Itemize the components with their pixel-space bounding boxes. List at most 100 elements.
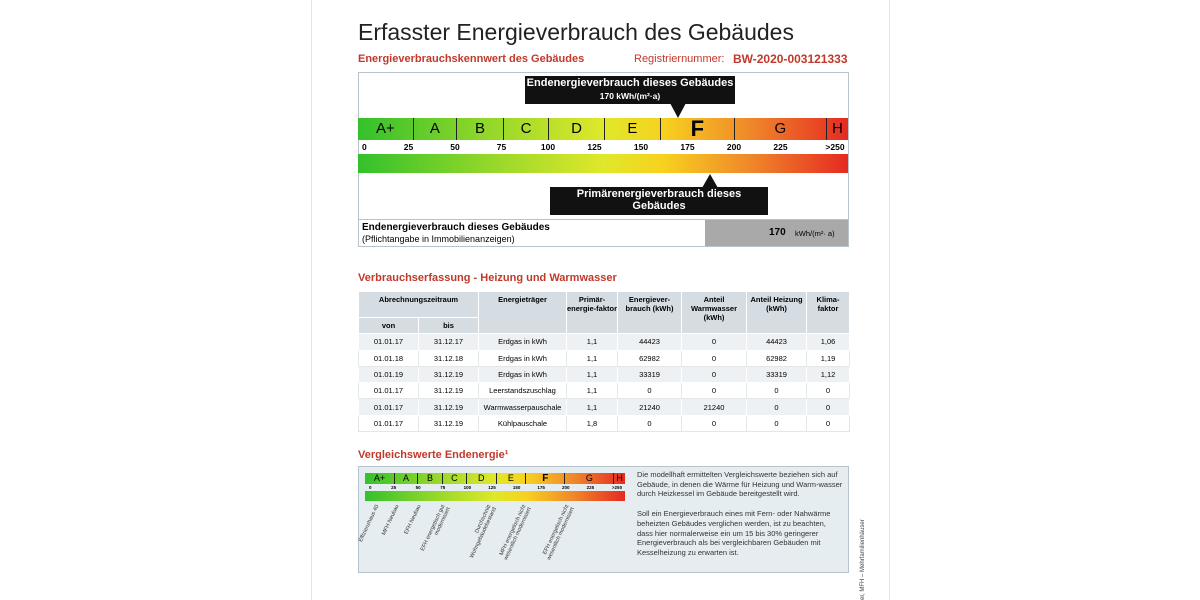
energy-class: H <box>825 118 848 140</box>
pointer <box>670 103 686 118</box>
scale-label: 200 <box>726 142 742 152</box>
cell: 44423 <box>617 333 682 351</box>
scale-label: 150 <box>512 485 521 490</box>
header-cell: bis <box>418 316 479 335</box>
cell: 62982 <box>617 349 682 367</box>
cell: Warmwasserpauschale <box>478 398 567 416</box>
cell: 01.01.19 <box>358 365 419 384</box>
registration-number: BW-2020-003121333 <box>733 52 848 66</box>
cell: 1,12 <box>806 365 850 384</box>
summary-value: 170 <box>769 227 786 238</box>
header-cell: Energiever-brauch (kWh) <box>617 290 682 335</box>
marker-label: EFH energetisch gut modernisiert <box>419 504 452 552</box>
cell: 0 <box>806 382 850 400</box>
gradient-bar <box>358 154 848 173</box>
cell: Erdgas in kWh <box>478 333 567 351</box>
scale-label: 125 <box>488 485 496 490</box>
header-cell: Anteil Heizung (kWh) <box>746 290 807 335</box>
cell: 1,1 <box>566 382 618 400</box>
scale-label: 150 <box>633 142 649 152</box>
cell: 21240 <box>681 398 747 416</box>
cell: 01.01.17 <box>358 333 419 351</box>
summary-label: Endenergieverbrauch dieses Gebäudes <box>362 222 550 233</box>
cell: 31.12.19 <box>418 414 479 433</box>
scale-label: 25 <box>391 485 397 490</box>
mini-class-bar: A+ A B C D E F G H <box>365 473 625 484</box>
table-row: 01.01.17 31.12.19 Warmwasserpauschale 1,1 21… <box>358 398 850 416</box>
summary-value-box <box>705 220 848 246</box>
cell: 44423 <box>746 333 807 351</box>
cell: 21240 <box>617 398 682 416</box>
cell: 1,1 <box>566 349 618 367</box>
scale-label: 75 <box>440 485 446 490</box>
table-row: 01.01.17 31.12.19 Kühlpauschale 1,8 0 0 0 0 <box>358 414 850 433</box>
scale-label: 125 <box>587 142 602 152</box>
marker-label: Durchschnitt Wohngebäudebestand <box>469 504 498 560</box>
cell: 33319 <box>617 365 682 384</box>
cell: Erdgas in kWh <box>478 365 567 384</box>
subtitle: Energieverbrauchskennwert des Gebäudes <box>358 53 585 65</box>
scale-label: 50 <box>415 485 421 490</box>
scale-labels: 0 25 50 75 100 125 150 175 200 225 >250 <box>358 142 848 153</box>
scale-label: 50 <box>450 142 460 152</box>
cell: 01.01.17 <box>358 414 419 433</box>
mini-gradient <box>365 491 625 501</box>
energy-class: B <box>456 118 503 140</box>
cell: 01.01.18 <box>358 349 419 367</box>
registration-label: Registriernummer: <box>634 53 725 65</box>
title: Erfasster Energieverbrauch des Gebäudes <box>358 19 794 45</box>
sheet <box>311 0 890 600</box>
header-cell: Abrechnungszeitraum <box>358 291 479 318</box>
cell: Leerstandszuschlag <box>478 382 567 400</box>
comparison-text: Die modellhaft ermittelten Vergleichswer… <box>637 470 843 558</box>
cell: 31.12.18 <box>418 349 479 367</box>
cell: 1,1 <box>566 398 618 416</box>
scale-label: 225 <box>586 485 595 490</box>
paragraph: Soll ein Energieverbrauch eines mit Fern… <box>637 509 831 557</box>
energy-class: F <box>525 473 564 484</box>
cell: 0 <box>681 414 747 433</box>
scale-label: 175 <box>680 142 695 152</box>
cell: Erdgas in kWh <box>478 349 567 367</box>
energy-class: G <box>733 118 826 140</box>
cell: 01.01.17 <box>358 382 419 400</box>
mini-scale-labels: 0 25 50 75 100 125 150 175 200 225 >250 <box>365 485 625 491</box>
cell: 0 <box>681 349 747 367</box>
energy-class: B <box>417 473 442 484</box>
cell: 1,1 <box>566 333 618 351</box>
energy-class: F <box>659 118 734 140</box>
header-cell: Klima-faktor <box>806 290 850 335</box>
energy-class: G <box>564 473 613 484</box>
consumption-table: Abrechnungszeitraum Energieträger Primär… <box>358 290 850 433</box>
callout-value: 170 kWh/(m²·a) <box>599 91 661 101</box>
markers: Effizienzhaus 40 MFH Neubau EFH Neubau EFH … <box>358 502 625 568</box>
cell: 33319 <box>746 365 807 384</box>
cell: 0 <box>806 414 850 433</box>
energy-class: D <box>548 118 604 140</box>
energy-class: A+ <box>373 473 386 483</box>
energy-class: D <box>465 473 496 484</box>
cell: 1,19 <box>806 349 850 367</box>
cell: Kühlpauschale <box>478 414 567 433</box>
marker-label: EFH energetisch nicht wesentlich moderni… <box>542 504 576 562</box>
callout-label: Primärenergieverbrauch dieses Gebäudes <box>576 188 742 212</box>
cell: 0 <box>681 333 747 351</box>
energy-class: A <box>394 473 417 484</box>
cell: 31.12.19 <box>418 398 479 416</box>
header-cell: Energieträger <box>478 290 567 335</box>
cell: 31.12.17 <box>418 333 479 351</box>
footnote: er, MFH – Mehrfamilienhäuser <box>860 519 866 600</box>
pointer <box>702 174 718 188</box>
cell: 0 <box>746 414 807 433</box>
cell: 0 <box>617 414 682 433</box>
cell: 1,1 <box>566 365 618 384</box>
scale-label: 175 <box>537 485 545 490</box>
divider <box>358 219 848 220</box>
scale-label: 0 <box>369 485 372 490</box>
scale-label: 100 <box>540 142 556 152</box>
scale-label: 225 <box>773 142 788 152</box>
cell: 0 <box>746 382 807 400</box>
scale-label: >250 <box>825 142 845 152</box>
table-body: 01.01.17 31.12.17 Erdgas in kWh 1,1 44423 0 44… <box>358 333 850 433</box>
energy-class: H <box>613 473 625 484</box>
